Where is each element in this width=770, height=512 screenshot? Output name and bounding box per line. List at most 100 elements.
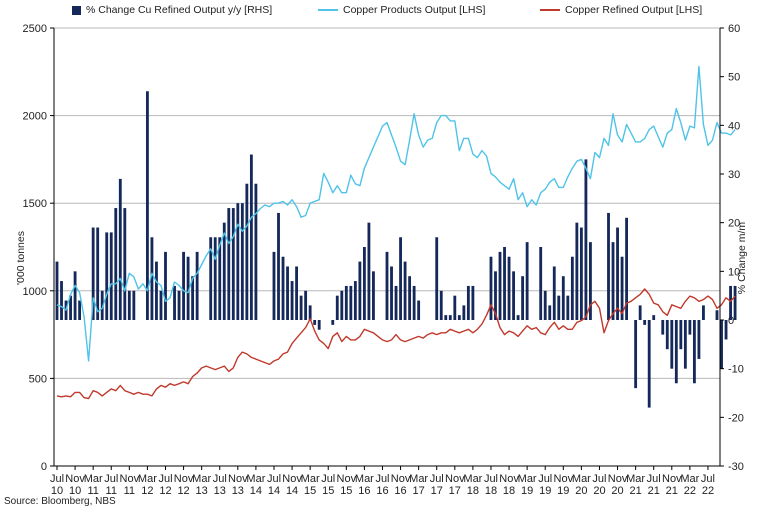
bar-month-22 (155, 261, 158, 320)
bar-month-132 (652, 315, 656, 320)
x-tick-month-8: Mar (192, 473, 211, 485)
x-tick-month-27: Jul (538, 473, 552, 485)
bar-month-142 (697, 320, 701, 359)
bar-month-91 (466, 285, 470, 320)
bar-month-23 (159, 290, 163, 320)
bar-month-24 (164, 251, 167, 320)
legend-label-refined: Copper Refined Output [LHS] (565, 4, 703, 16)
bar-month-30 (191, 276, 195, 320)
bar-month-74 (390, 266, 393, 320)
bar-month-124 (616, 227, 619, 320)
bar-month-29 (186, 256, 190, 320)
bar-month-135 (665, 320, 669, 350)
bar-month-4 (73, 271, 77, 320)
right-tick-label-20: 20 (728, 218, 740, 230)
x-tick-year-16: 15 (340, 485, 352, 497)
left-axis-ticks: 0 500 1000 1500 2000 2500 (23, 23, 54, 473)
bar-month-77 (403, 261, 407, 320)
bar-month-11 (105, 232, 109, 320)
x-tick-month-2: Mar (84, 473, 103, 485)
bar-month-140 (688, 320, 692, 335)
bar-month-26 (173, 285, 176, 320)
bar-month-8 (91, 227, 95, 320)
bar-month-147 (720, 320, 723, 369)
bar-month-102 (516, 315, 520, 320)
x-tick-year-6: 12 (159, 485, 171, 497)
left-tick-label-1500: 1500 (23, 198, 47, 210)
x-tick-year-7: 12 (177, 485, 189, 497)
bar-month-143 (702, 305, 705, 320)
x-tick-year-11: 14 (250, 485, 262, 497)
bar-month-34 (209, 237, 213, 320)
bar-month-42 (245, 183, 249, 320)
bar-month-108 (543, 290, 547, 320)
bar-month-9 (96, 227, 100, 320)
x-tick-year-36: 22 (702, 485, 714, 497)
legend-swatch-products (318, 9, 338, 12)
bar-month-70 (372, 271, 375, 320)
x-tick-year-14: 15 (304, 485, 316, 497)
bar-month-67 (358, 261, 362, 320)
bar-month-31 (195, 251, 199, 320)
x-tick-month-31: Nov (608, 473, 628, 485)
bar-month-5 (78, 300, 82, 320)
x-tick-month-33: Jul (647, 473, 661, 485)
x-tick-month-34: Nov (662, 473, 682, 485)
x-tick-month-13: Nov (282, 473, 302, 485)
bar-month-117 (584, 159, 588, 320)
bar-month-122 (607, 212, 610, 320)
bar-month-56 (308, 305, 312, 320)
x-tick-year-25: 18 (503, 485, 515, 497)
right-axis-ticks: -30 -20 -10 0 10 20 30 40 50 60 (720, 23, 744, 473)
bar-month-44 (254, 183, 258, 320)
left-tick-label-0: 0 (41, 461, 47, 473)
x-tick-month-24: Jul (484, 473, 498, 485)
bar-month-1 (60, 281, 63, 320)
bar-month-136 (670, 320, 674, 369)
x-tick-month-15: Jul (321, 473, 335, 485)
x-tick-year-21: 17 (431, 485, 443, 497)
legend-swatch-bar (72, 5, 81, 15)
bar-month-79 (412, 285, 416, 320)
bar-month-48 (272, 251, 276, 320)
bar-month-114 (570, 256, 574, 320)
x-tick-month-35: Mar (680, 473, 699, 485)
x-tick-month-7: Nov (174, 473, 194, 485)
bar-month-28 (182, 251, 185, 320)
x-tick-year-4: 11 (124, 485, 135, 497)
bar-month-107 (539, 247, 543, 320)
bar-month-92 (471, 285, 475, 320)
x-tick-month-6: Jul (158, 473, 172, 485)
copper-products-line (56, 65, 736, 362)
bar-month-38 (227, 208, 231, 320)
bar-month-131 (647, 320, 651, 408)
bar-month-20 (145, 91, 149, 321)
bar-month-130 (643, 320, 647, 325)
bar-month-78 (408, 276, 412, 320)
x-tick-month-30: Jul (592, 473, 606, 485)
x-tick-month-3: Jul (104, 473, 118, 485)
bar-month-134 (661, 320, 665, 335)
left-tick-label-2000: 2000 (23, 111, 47, 123)
bar-month-57 (313, 320, 317, 325)
bar-month-99 (503, 247, 506, 320)
bar-month-68 (362, 247, 366, 320)
bar-month-51 (286, 266, 289, 320)
left-tick-label-2500: 2500 (23, 23, 47, 35)
x-axis-ticks: Jul10Nov10Mar11Jul11Nov11Mar12Jul12Nov12… (50, 466, 715, 497)
bar-month-63 (340, 290, 344, 320)
legend-item-copper-products: Copper Products Output [LHS] (318, 4, 485, 16)
bar-month-64 (344, 285, 348, 320)
x-tick-month-22: Nov (445, 473, 465, 485)
bar-month-54 (299, 295, 303, 320)
x-tick-month-12: Jul (267, 473, 281, 485)
bar-month-75 (394, 285, 398, 320)
bar-month-115 (575, 222, 579, 320)
bar-month-139 (683, 320, 687, 369)
bar-month-65 (349, 285, 353, 320)
x-tick-year-10: 13 (232, 485, 244, 497)
x-tick-year-3: 11 (106, 485, 117, 497)
x-tick-year-29: 20 (575, 485, 587, 497)
bar-month-62 (335, 295, 339, 320)
x-tick-month-23: Mar (463, 473, 482, 485)
